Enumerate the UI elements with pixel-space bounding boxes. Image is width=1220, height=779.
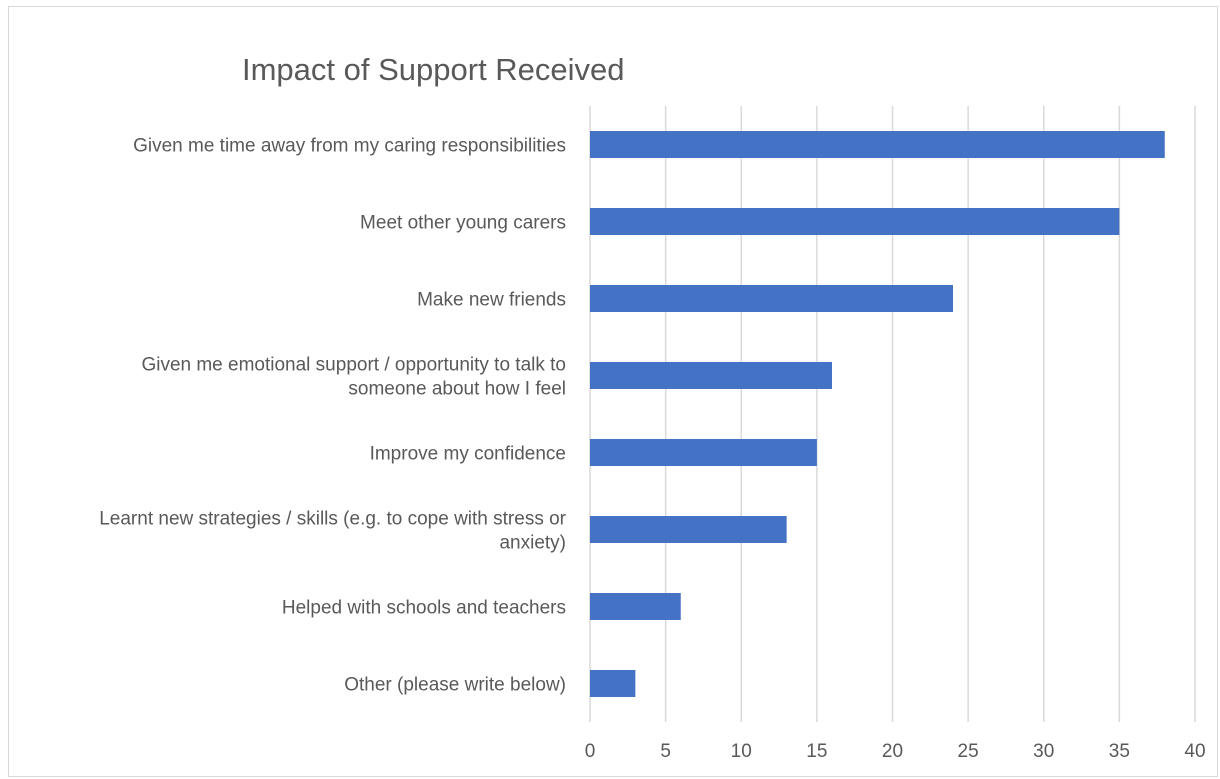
chart-title: Impact of Support Received [242,52,625,87]
x-tick-label: 35 [1109,741,1130,762]
x-tick-label: 0 [585,741,596,762]
x-tick-label: 15 [806,741,827,762]
bar [590,516,787,543]
category-label: Make new friends [417,290,566,311]
category-label: someone about how I feel [348,379,566,400]
x-tick-label: 20 [882,741,903,762]
category-label: Meet other young carers [360,213,566,234]
bar [590,131,1165,158]
category-label: Given me time away from my caring respon… [133,136,566,157]
x-tick-label: 5 [660,741,671,762]
bar [590,593,681,620]
bar [590,285,953,312]
x-tick-label: 25 [958,741,979,762]
category-label: anxiety) [499,533,566,554]
category-label: Other (please write below) [344,675,566,696]
category-label: Learnt new strategies / skills (e.g. to … [99,509,566,530]
bar [590,439,817,466]
category-label: Given me emotional support / opportunity… [141,355,566,376]
category-label: Helped with schools and teachers [282,598,566,619]
bar [590,670,636,697]
category-label: Improve my confidence [370,444,566,465]
x-tick-label: 10 [731,741,752,762]
bar [590,362,832,389]
bar [590,208,1120,235]
x-tick-label: 30 [1033,741,1054,762]
x-tick-label: 40 [1184,741,1205,762]
